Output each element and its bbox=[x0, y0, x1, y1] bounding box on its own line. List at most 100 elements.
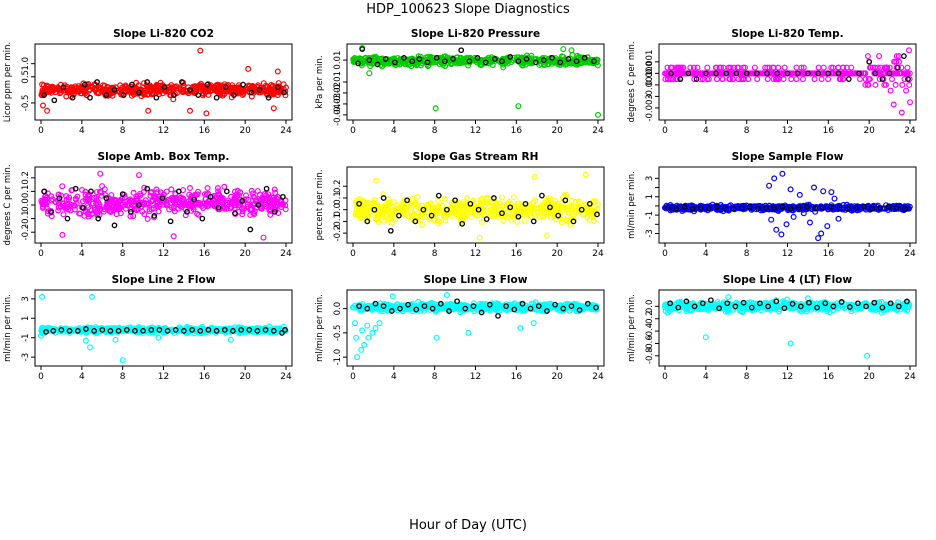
scatter-point bbox=[694, 64, 701, 71]
outlier-point bbox=[86, 344, 93, 351]
scatter-point bbox=[704, 64, 711, 71]
hourly-point bbox=[462, 305, 469, 312]
scatter-point bbox=[43, 205, 50, 212]
scatter-point bbox=[57, 89, 64, 96]
scatter-point bbox=[407, 208, 414, 215]
scatter-point bbox=[275, 210, 282, 217]
scatter-point bbox=[195, 211, 202, 218]
scatter-point bbox=[764, 64, 771, 71]
outlier-point bbox=[517, 325, 524, 332]
outlier-point bbox=[831, 195, 838, 202]
y-axis-label: degrees C per min. bbox=[627, 41, 637, 122]
hourly-point bbox=[774, 70, 781, 77]
hourly-point bbox=[181, 328, 187, 334]
hourly-point bbox=[366, 57, 373, 63]
scatter-point bbox=[267, 211, 274, 218]
hourly-point bbox=[466, 58, 473, 65]
scatter-point bbox=[97, 206, 104, 213]
scatter-point bbox=[411, 212, 418, 219]
hourly-point bbox=[256, 86, 263, 93]
outlier-point bbox=[365, 334, 372, 341]
scatter-point bbox=[572, 61, 579, 68]
scatter-point bbox=[130, 213, 137, 220]
scatter-point bbox=[247, 212, 254, 219]
scatter-point bbox=[539, 212, 546, 219]
outlier-point bbox=[359, 327, 366, 334]
hourly-point bbox=[213, 94, 220, 101]
scatter-point bbox=[209, 193, 216, 200]
hourly-point bbox=[82, 81, 88, 88]
hourly-point bbox=[515, 58, 522, 65]
scatter-point bbox=[691, 70, 698, 77]
chart-panel-4: Slope Amb. Box Temp.degrees C per min.0 4… bbox=[3, 151, 293, 259]
chart-title: Slope Line 3 Flow bbox=[424, 274, 528, 286]
scatter-point bbox=[221, 183, 228, 190]
hourly-point bbox=[364, 305, 371, 312]
hourly-point bbox=[861, 203, 867, 210]
scatter-point bbox=[705, 76, 712, 83]
hourly-point bbox=[254, 328, 261, 334]
outlier-point bbox=[818, 230, 825, 237]
hourly-point bbox=[420, 206, 427, 213]
scatter-point bbox=[414, 193, 421, 200]
scatter-point bbox=[261, 191, 268, 198]
scatter-point bbox=[538, 203, 545, 210]
y-tick-label: 0.2 bbox=[333, 179, 343, 193]
outlier-point bbox=[787, 186, 794, 193]
hourly-point bbox=[413, 306, 420, 313]
scatter-point bbox=[102, 192, 109, 199]
x-tick-label: 12 bbox=[470, 372, 481, 382]
chart-title: Slope Li-820 Pressure bbox=[411, 28, 540, 40]
y-tick-label: 1 bbox=[645, 194, 655, 199]
outlier-point bbox=[783, 221, 790, 228]
scatter-point bbox=[387, 213, 394, 220]
x-tick-label: 0 bbox=[38, 249, 44, 259]
hourly-point bbox=[69, 94, 76, 101]
hourly-point bbox=[380, 195, 387, 201]
scatter-point bbox=[221, 205, 228, 212]
hourly-point bbox=[64, 215, 71, 222]
scatter-point bbox=[500, 64, 507, 71]
hourly-point bbox=[677, 76, 684, 82]
outlier-point bbox=[432, 105, 439, 112]
hourly-point bbox=[356, 200, 362, 207]
hourly-point bbox=[879, 76, 886, 82]
outlier-point bbox=[353, 334, 360, 341]
hourly-point bbox=[221, 327, 228, 333]
y-tick-label: 3 bbox=[21, 296, 31, 301]
hourly-point bbox=[805, 70, 811, 77]
scatter-point bbox=[514, 218, 521, 225]
y-tick-label: -0.1 bbox=[21, 210, 31, 227]
hourly-point bbox=[812, 205, 818, 212]
hourly-point bbox=[673, 205, 680, 212]
hourly-point bbox=[459, 220, 466, 227]
scatter-point bbox=[184, 201, 191, 208]
scatter-point bbox=[565, 205, 572, 212]
y-tick-label: -0.001 bbox=[645, 71, 655, 98]
scatter-point bbox=[499, 194, 506, 201]
scatter-point bbox=[888, 76, 895, 83]
outlier-point bbox=[824, 223, 831, 230]
scatter-point bbox=[815, 64, 822, 71]
y-tick-label: 0.1 bbox=[333, 191, 343, 205]
hourly-point bbox=[549, 55, 555, 61]
scatter-point bbox=[446, 205, 453, 212]
scatter-point bbox=[509, 303, 516, 310]
scatter-point bbox=[841, 70, 848, 77]
x-tick-label: 12 bbox=[158, 249, 169, 259]
hourly-point bbox=[136, 89, 142, 96]
data-points bbox=[38, 170, 289, 241]
scatter-point bbox=[532, 197, 539, 204]
x-tick-label: 16 bbox=[511, 249, 523, 259]
scatter-point bbox=[736, 307, 743, 314]
scatter-point bbox=[740, 70, 747, 77]
outlier-point bbox=[39, 102, 46, 109]
outlier-point bbox=[227, 336, 234, 343]
hourly-point bbox=[172, 327, 179, 333]
hourly-point bbox=[530, 218, 537, 225]
scatter-point bbox=[52, 199, 59, 206]
hourly-point bbox=[738, 204, 745, 211]
x-tick-label: 16 bbox=[823, 126, 835, 136]
